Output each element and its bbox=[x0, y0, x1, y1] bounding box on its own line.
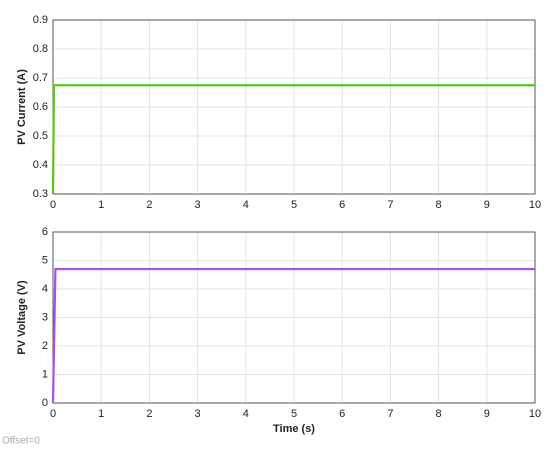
y-tick-label: 1 bbox=[42, 368, 48, 380]
x-tick-label: 7 bbox=[387, 199, 393, 211]
data-line bbox=[51, 267, 535, 404]
x-tick-label: 10 bbox=[529, 408, 541, 420]
x-tick-label: 0 bbox=[50, 199, 56, 211]
y-axis-label: PV Voltage (V) bbox=[16, 280, 28, 355]
y-tick-label: 3 bbox=[42, 311, 48, 323]
x-tick-label: 5 bbox=[291, 408, 297, 420]
y-tick-label: 0.8 bbox=[33, 43, 48, 55]
axes-box bbox=[52, 231, 536, 404]
x-tick-label: 0 bbox=[50, 408, 56, 420]
x-axis-label: Time (s) bbox=[273, 423, 315, 435]
annotation: Offset=0 bbox=[2, 436, 40, 447]
y-tick-label: 0.4 bbox=[33, 159, 48, 171]
y-tick-label: 0.7 bbox=[33, 72, 48, 84]
x-tick-label: 4 bbox=[243, 199, 249, 211]
x-tick-label: 8 bbox=[436, 199, 442, 211]
x-tick-label: 7 bbox=[387, 408, 393, 420]
x-tick-label: 8 bbox=[436, 408, 442, 420]
x-tick-label: 9 bbox=[484, 199, 490, 211]
x-tick-label: 4 bbox=[243, 408, 249, 420]
x-tick-label: 6 bbox=[339, 408, 345, 420]
data-line bbox=[51, 84, 535, 195]
x-tick-label: 2 bbox=[146, 408, 152, 420]
x-tick-label: 1 bbox=[98, 408, 104, 420]
y-tick-label: 0.5 bbox=[33, 130, 48, 142]
y-tick-label: 2 bbox=[42, 340, 48, 352]
y-tick-label: 0 bbox=[42, 397, 48, 409]
x-tick-label: 1 bbox=[98, 199, 104, 211]
y-tick-label: 0.9 bbox=[33, 14, 48, 26]
y-tick-label: 0.3 bbox=[33, 188, 48, 200]
x-tick-label: 9 bbox=[484, 408, 490, 420]
x-tick-label: 2 bbox=[146, 199, 152, 211]
x-tick-label: 10 bbox=[529, 199, 541, 211]
y-tick-label: 4 bbox=[42, 283, 48, 295]
y-axis-label: PV Current (A) bbox=[16, 69, 28, 145]
y-tick-label: 5 bbox=[42, 254, 48, 266]
x-tick-label: 3 bbox=[195, 408, 201, 420]
x-tick-label: 6 bbox=[339, 199, 345, 211]
x-tick-label: 3 bbox=[195, 199, 201, 211]
y-tick-label: 0.6 bbox=[33, 101, 48, 113]
x-tick-label: 5 bbox=[291, 199, 297, 211]
y-tick-label: 6 bbox=[42, 226, 48, 238]
